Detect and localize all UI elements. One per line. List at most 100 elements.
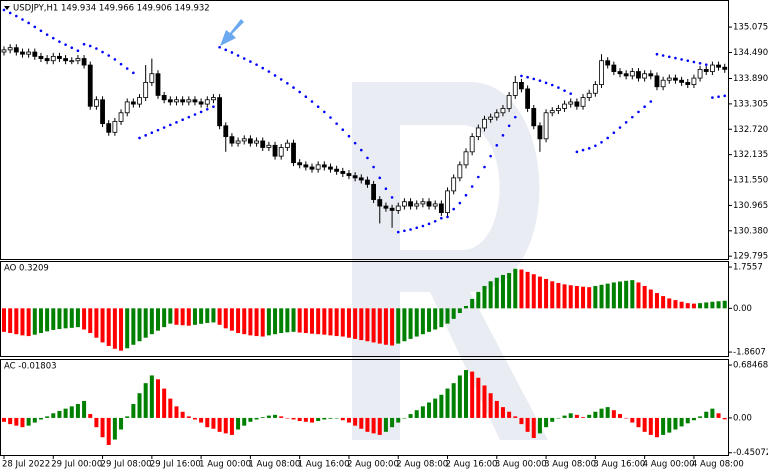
histogram-bar (20, 308, 25, 336)
parabolic-sar-dot (698, 62, 702, 65)
candle-body (722, 66, 728, 70)
histogram-bar (248, 308, 253, 336)
symbol-menu-icon[interactable] (4, 6, 10, 10)
candle-body (137, 97, 142, 105)
histogram-bar (414, 308, 419, 337)
histogram-bar (390, 308, 395, 346)
parabolic-sar-dot (483, 165, 486, 169)
candle-body (143, 82, 149, 98)
histogram-bar (94, 308, 99, 338)
histogram-bar (168, 398, 173, 418)
histogram-bar (587, 287, 592, 309)
parabolic-sar-dot (255, 63, 258, 66)
histogram-bar (119, 417, 124, 430)
candle-body (556, 108, 561, 112)
histogram-bar (420, 406, 425, 418)
parabolic-sar-dot (532, 77, 536, 81)
candle-body (69, 60, 75, 63)
histogram-bar (605, 283, 610, 309)
histogram-bar (722, 417, 727, 420)
histogram-bar (180, 411, 185, 418)
histogram-bar (402, 308, 407, 342)
parabolic-sar-dot (107, 54, 111, 57)
y-tick-label: 135.075 (733, 23, 768, 33)
histogram-bar (100, 417, 105, 438)
parabolic-sar-dot (169, 123, 172, 127)
histogram-bar (353, 417, 358, 426)
parabolic-sar-dot (76, 49, 80, 53)
x-tick-label: 3 Aug 00:00 (495, 460, 547, 470)
parabolic-sar-dot (15, 14, 18, 18)
histogram-bar (531, 417, 536, 439)
ao-panel (0, 261, 729, 357)
candle-body (235, 140, 241, 144)
histogram-bar (716, 301, 721, 309)
histogram-bar (242, 308, 247, 335)
histogram-bar (507, 411, 512, 418)
candle-body (365, 179, 370, 185)
histogram-bar (507, 273, 512, 309)
candle-body (155, 73, 161, 96)
histogram-bar (482, 385, 487, 418)
histogram-bar (192, 417, 197, 420)
parabolic-sar-dot (661, 54, 665, 57)
histogram-bar (149, 375, 154, 418)
candle-body (574, 101, 580, 107)
candle-body (475, 127, 481, 138)
candle-body (94, 99, 99, 107)
histogram-bar (562, 284, 567, 309)
histogram-bar (599, 284, 604, 309)
parabolic-sar-dot (27, 21, 30, 25)
histogram-bar (32, 308, 37, 335)
parabolic-sar-dot (563, 89, 566, 92)
candle-body (75, 58, 81, 62)
histogram-bar (51, 308, 56, 330)
histogram-bar (414, 410, 419, 418)
histogram-bar (334, 308, 339, 337)
histogram-bar (698, 416, 703, 418)
parabolic-sar-dot (58, 40, 61, 43)
histogram-bar (537, 276, 542, 309)
parabolic-sar-dot (446, 215, 449, 219)
histogram-bar (285, 308, 290, 333)
parabolic-sar-dot (643, 105, 646, 109)
candle-body (414, 203, 420, 207)
candle-body (697, 68, 703, 79)
histogram-bar (691, 303, 696, 309)
histogram-bar (457, 375, 462, 418)
histogram-bar (63, 408, 68, 418)
histogram-bar (236, 417, 241, 430)
histogram-bar (611, 410, 616, 418)
histogram-bar (223, 417, 228, 434)
histogram-bar (353, 308, 358, 339)
candle-body (482, 118, 487, 129)
histogram-bar (322, 308, 327, 335)
parabolic-sar-dot (600, 140, 603, 144)
candle-body (321, 164, 327, 168)
x-tick-label: 1 Aug 08:00 (248, 460, 300, 470)
histogram-bar (642, 285, 647, 309)
candle-body (7, 47, 13, 51)
parabolic-sar-dot (113, 58, 117, 61)
histogram-bar (328, 417, 333, 419)
histogram-bar (531, 274, 536, 309)
histogram-bar (488, 393, 493, 418)
candle-body (543, 112, 549, 140)
candle-body (149, 73, 155, 83)
histogram-bar (168, 308, 173, 324)
histogram-bar (310, 308, 314, 334)
candle-body (303, 164, 309, 168)
histogram-bar (310, 417, 314, 423)
histogram-bar (581, 286, 586, 309)
parabolic-sar-dot (156, 128, 160, 132)
histogram-bar (156, 308, 160, 331)
histogram-bar (642, 417, 647, 432)
y-tick-label: 1.7557 (733, 263, 763, 273)
parabolic-sar-dot (323, 110, 326, 114)
candle-body (26, 51, 32, 55)
parabolic-sar-dot (125, 67, 129, 70)
histogram-bar (630, 417, 635, 423)
parabolic-sar-dot (680, 58, 683, 61)
histogram-bar (8, 417, 13, 425)
